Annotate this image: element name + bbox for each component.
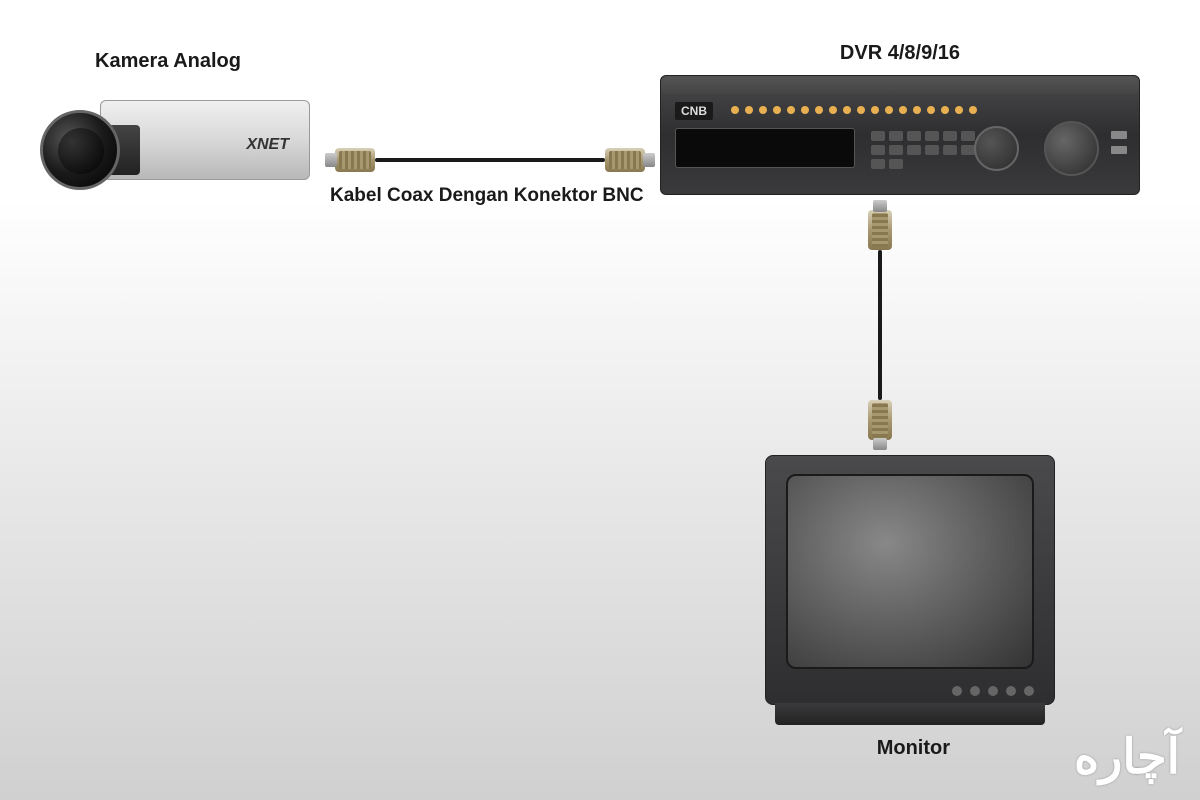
coax-cable (375, 158, 605, 162)
dvr-led (801, 106, 809, 114)
dvr-button (943, 131, 957, 141)
dvr-led (857, 106, 865, 114)
dvr-led-row (731, 106, 977, 114)
dvr-button (943, 145, 957, 155)
camera-logo: XNET (246, 136, 289, 154)
dvr-led (955, 106, 963, 114)
dvr-button (961, 131, 975, 141)
dvr-nav-wheel (974, 126, 1019, 171)
dvr-led (843, 106, 851, 114)
monitor-knob (1006, 686, 1016, 696)
dvr-button (907, 131, 921, 141)
dvr-button (925, 131, 939, 141)
dvr-led (913, 106, 921, 114)
dvr-button (907, 145, 921, 155)
monitor-base (775, 703, 1045, 725)
dvr-led (773, 106, 781, 114)
bnc-connector-icon (335, 148, 375, 172)
dvr-button (889, 131, 903, 141)
bnc-connector-icon (605, 148, 645, 172)
dvr-led (745, 106, 753, 114)
dvr-led (731, 106, 739, 114)
dvr-button (889, 159, 903, 169)
monitor-knob (988, 686, 998, 696)
dvr-button (871, 159, 885, 169)
monitor-knob (1024, 686, 1034, 696)
dvr-usb-port (1111, 146, 1127, 154)
dvr-led (969, 106, 977, 114)
dvr-unit: CNB (660, 75, 1140, 195)
crt-monitor (765, 455, 1055, 725)
coax-cable (878, 250, 882, 400)
dvr-button (889, 145, 903, 155)
dvr-display (675, 128, 855, 168)
monitor-body (765, 455, 1055, 705)
dvr-led (885, 106, 893, 114)
monitor-knob (970, 686, 980, 696)
monitor-knob (952, 686, 962, 696)
dvr-led (759, 106, 767, 114)
dvr-led (829, 106, 837, 114)
dvr-button (961, 145, 975, 155)
dvr-button (925, 145, 939, 155)
cable-label: Kabel Coax Dengan Konektor BNC (330, 185, 644, 207)
dvr-led (927, 106, 935, 114)
dvr-led (899, 106, 907, 114)
watermark-logo: آچاره (1074, 729, 1180, 785)
monitor-label: Monitor (877, 737, 950, 760)
monitor-controls (952, 686, 1034, 696)
analog-camera: XNET (40, 80, 320, 210)
dvr-jog-dial (1044, 121, 1099, 176)
dvr-label: DVR 4/8/9/16 (840, 42, 960, 65)
dvr-button (871, 131, 885, 141)
dvr-button-grid (871, 131, 991, 169)
monitor-screen (786, 474, 1034, 669)
camera-lens (40, 110, 120, 190)
bnc-connector-icon (868, 210, 892, 250)
dvr-top-panel (661, 76, 1139, 94)
dvr-brand: CNB (675, 102, 713, 120)
bnc-connector-icon (868, 400, 892, 440)
dvr-led (871, 106, 879, 114)
dvr-led (941, 106, 949, 114)
dvr-led (815, 106, 823, 114)
camera-label: Kamera Analog (95, 50, 241, 73)
dvr-button (871, 145, 885, 155)
dvr-led (787, 106, 795, 114)
dvr-usb-port (1111, 131, 1127, 139)
